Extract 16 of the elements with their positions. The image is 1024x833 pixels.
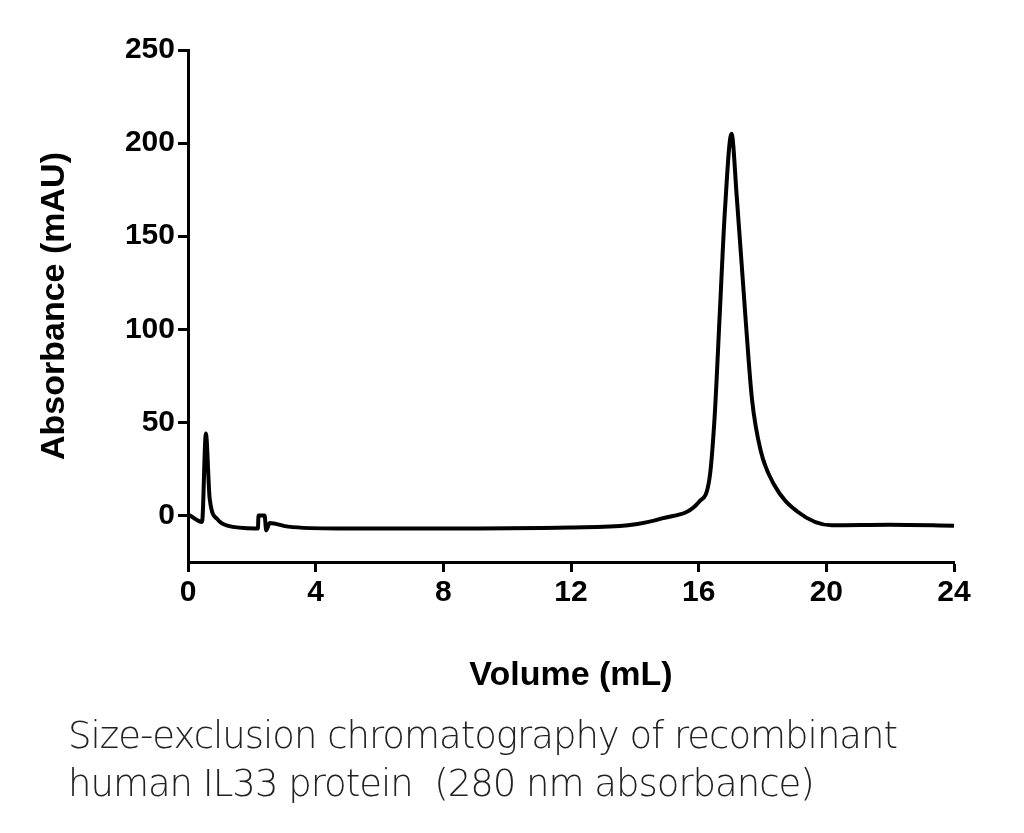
x-tick-label: 16 xyxy=(681,574,716,608)
y-tick-label: 200 xyxy=(124,124,175,158)
y-tick-label: 250 xyxy=(124,31,175,65)
x-tick-label: 0 xyxy=(179,574,197,608)
x-tick-label: 24 xyxy=(937,574,971,608)
x-axis-title: Volume (mL) xyxy=(469,653,673,692)
y-tick-label: 50 xyxy=(141,403,175,437)
text: Size-exclusion chromatography of recombinant human IL33 protein (280 nm absorbance) xyxy=(68,713,898,807)
y-tick-label: 150 xyxy=(124,217,175,251)
y-axis-title: Absorbance (mAU) xyxy=(32,152,71,460)
x-tick-label: 20 xyxy=(809,574,844,608)
y-tick-label: 100 xyxy=(124,310,175,344)
x-tick-label: 8 xyxy=(434,574,452,608)
x-tick-label: 4 xyxy=(307,574,325,608)
y-tick-label: 0 xyxy=(158,496,175,530)
x-tick-label: 12 xyxy=(554,574,588,608)
